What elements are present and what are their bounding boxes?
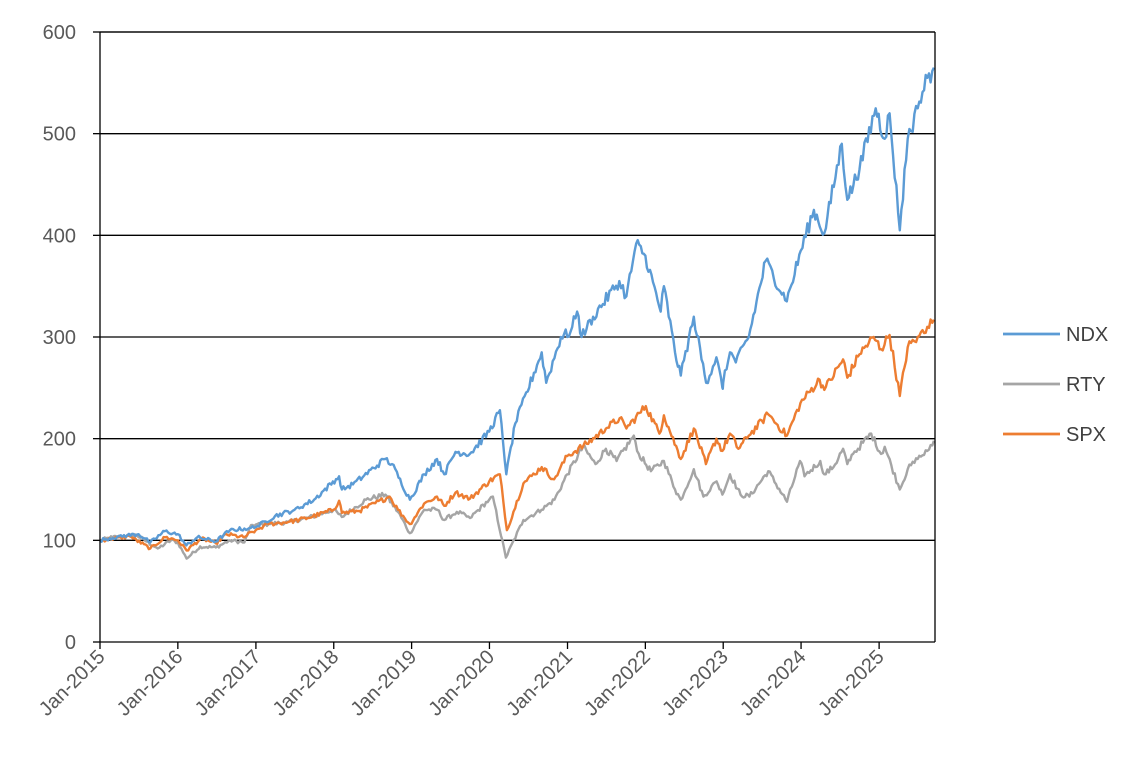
y-tick-label: 0: [65, 632, 76, 654]
y-tick-label: 300: [43, 327, 76, 349]
series-line-spx: [99, 318, 935, 552]
series-line-ndx: [99, 67, 935, 547]
x-tick-label: Jan-2022: [580, 646, 655, 721]
y-tick-label: 200: [43, 429, 76, 451]
y-tick-label: 400: [43, 225, 76, 247]
x-tick-label: Jan-2025: [814, 646, 889, 721]
y-axis-tick-labels: 0 100 200 300 400 500 600: [43, 22, 100, 654]
x-axis-tick-labels: Jan-2015 Jan-2016 Jan-2017 Jan-2018 Jan-2019…: [35, 642, 889, 721]
x-tick-label: Jan-2015: [35, 646, 110, 721]
gridlines: [100, 31, 935, 541]
x-tick-label: Jan-2017: [191, 646, 266, 721]
x-tick-label: Jan-2016: [113, 646, 188, 721]
y-tick-label: 500: [43, 124, 76, 146]
legend: NDX RTY SPX: [1003, 324, 1108, 446]
y-tick-label: 100: [43, 530, 76, 552]
y-tick-label: 600: [43, 22, 76, 44]
x-tick-label: Jan-2018: [269, 646, 344, 721]
legend-label-ndx: NDX: [1066, 324, 1108, 346]
legend-label-spx: SPX: [1066, 424, 1106, 446]
legend-label-rty: RTY: [1066, 374, 1106, 396]
x-tick-label: Jan-2023: [658, 646, 733, 721]
x-tick-label: Jan-2020: [424, 646, 499, 721]
x-tick-label: Jan-2021: [503, 646, 578, 721]
series-line-rty: [99, 432, 936, 560]
x-tick-label: Jan-2019: [347, 646, 422, 721]
x-tick-label: Jan-2024: [736, 646, 811, 721]
series-lines: [99, 67, 936, 560]
